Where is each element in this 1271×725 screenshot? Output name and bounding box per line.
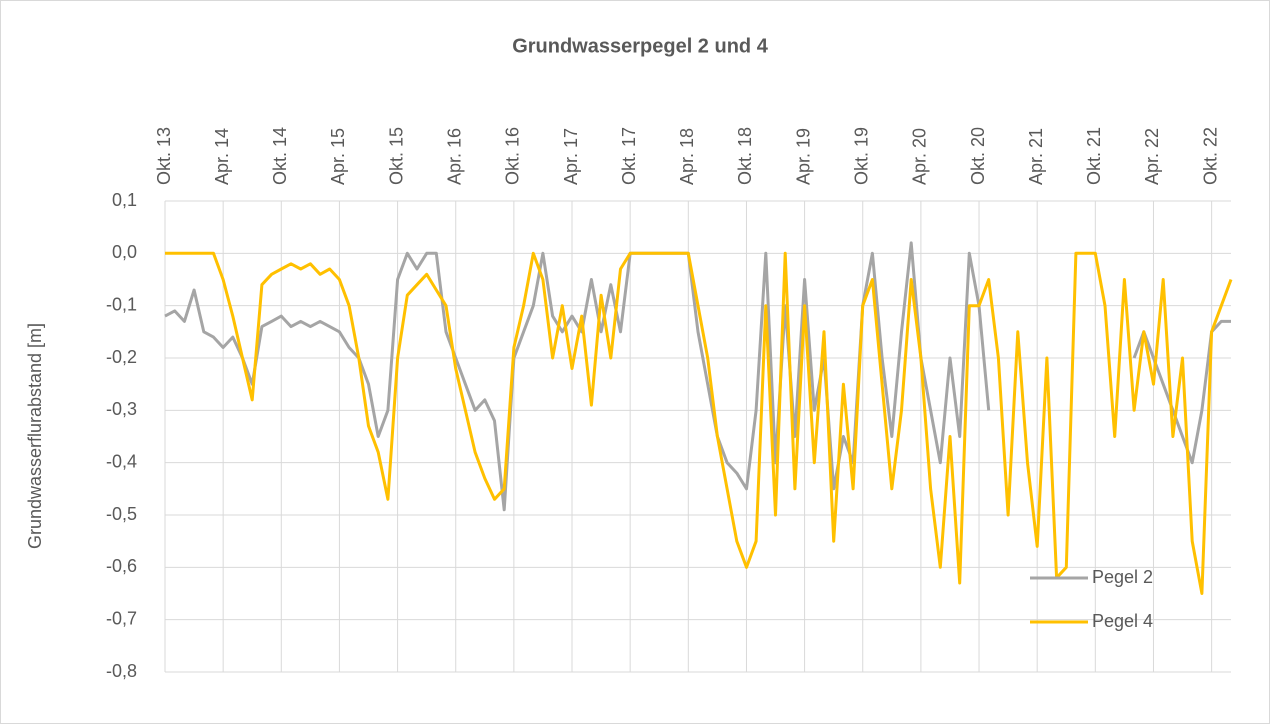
chart-title: Grundwasserpegel 2 und 4	[512, 35, 769, 57]
y-tick-label: -0,4	[106, 451, 137, 471]
y-tick-label: -0,8	[106, 661, 137, 681]
x-tick-label: Okt. 14	[270, 127, 290, 185]
x-tick-label: Apr. 20	[910, 128, 930, 185]
x-tick-label: Okt. 16	[503, 127, 523, 185]
x-tick-label: Apr. 19	[793, 128, 813, 185]
x-tick-label: Apr. 14	[212, 128, 232, 185]
y-tick-label: 0,1	[112, 190, 137, 210]
x-tick-label: Okt. 20	[968, 127, 988, 185]
legend-label: Pegel 2	[1092, 567, 1153, 587]
legend-label: Pegel 4	[1092, 611, 1153, 631]
x-tick-label: Okt. 21	[1084, 127, 1104, 185]
y-tick-label: -0,2	[106, 347, 137, 367]
y-tick-label: -0,7	[106, 608, 137, 628]
x-tick-label: Apr. 21	[1026, 128, 1046, 185]
y-axis-label: Grundwasserflurabstand [m]	[25, 323, 45, 549]
x-tick-label: Okt. 22	[1200, 127, 1220, 185]
y-tick-label: 0,0	[112, 242, 137, 262]
x-tick-label: Okt. 18	[735, 127, 755, 185]
x-tick-label: Apr. 16	[444, 128, 464, 185]
y-tick-label: -0,1	[106, 294, 137, 314]
x-tick-label: Okt. 17	[619, 127, 639, 185]
y-tick-label: -0,6	[106, 556, 137, 576]
y-tick-label: -0,5	[106, 504, 137, 524]
x-tick-label: Okt. 13	[154, 127, 174, 185]
x-tick-label: Okt. 19	[851, 127, 871, 185]
x-tick-label: Apr. 18	[677, 128, 697, 185]
y-tick-label: -0,3	[106, 399, 137, 419]
x-tick-label: Apr. 17	[561, 128, 581, 185]
x-tick-label: Apr. 15	[328, 128, 348, 185]
series-line	[165, 251, 1233, 595]
x-tick-label: Apr. 22	[1142, 128, 1162, 185]
x-tick-label: Okt. 15	[386, 127, 406, 185]
